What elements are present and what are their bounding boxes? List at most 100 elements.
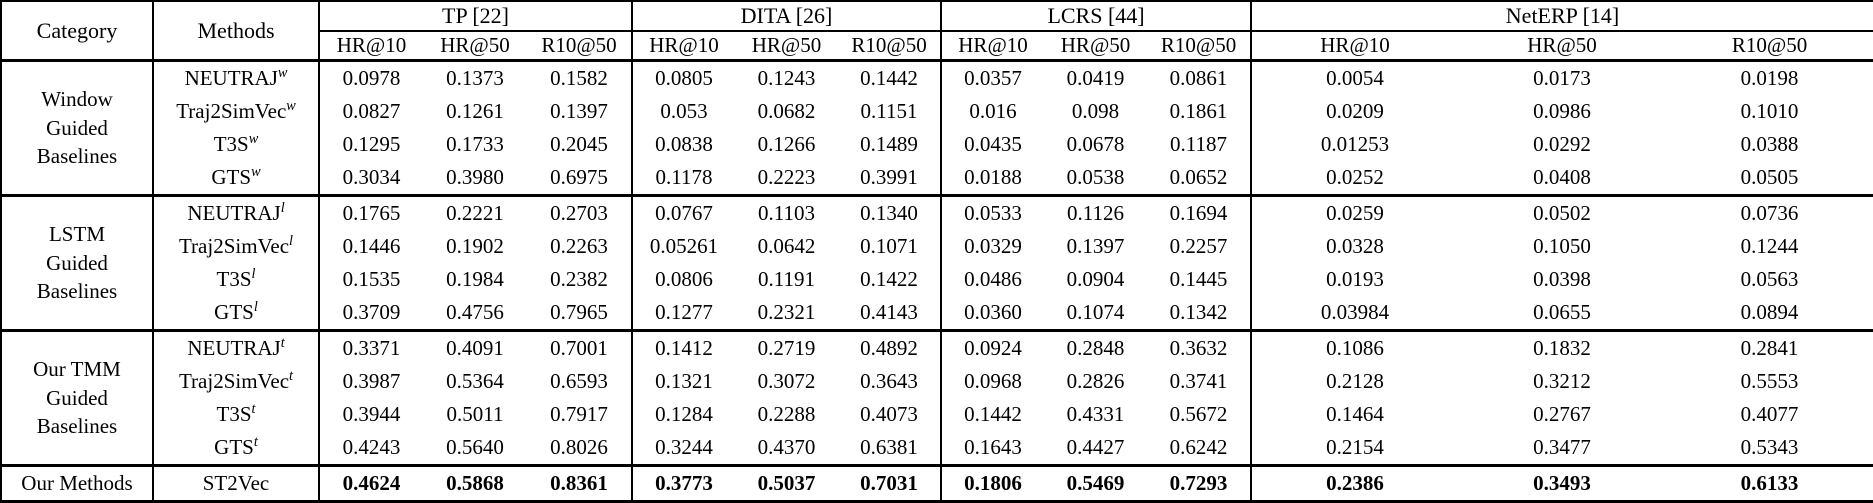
table-row: GTSw 0.3034 0.3980 0.6975 0.1178 0.2223 0.3991… [1, 161, 1873, 196]
table-row: GTSt 0.4243 0.5640 0.8026 0.3244 0.4370 0.6381… [1, 431, 1873, 466]
table-row: T3Sl 0.1535 0.1984 0.2382 0.0806 0.1191 0.1422… [1, 263, 1873, 296]
metric-value: 0.3632 [1147, 329, 1252, 365]
category-cell: LSTM Guided Baselines [1, 194, 153, 331]
metric-value: 0.1984 [446, 267, 504, 291]
table-row: Our Methods ST2Vec 0.4624 0.5868 0.8361 0.377… [1, 464, 1873, 502]
method-superscript: t [289, 368, 294, 384]
metric-value: 0.0978 [318, 59, 423, 95]
metric-value: 0.1010 [1740, 99, 1799, 123]
metric-value: 0.0736 [1666, 194, 1873, 230]
method-name: Traj2SimVecw [152, 95, 319, 128]
metric-value: 0.3987 [318, 365, 423, 398]
metric-value: 0.6975 [550, 165, 608, 189]
table-row: T3St 0.3944 0.5011 0.7917 0.1284 0.2288 0.4073… [1, 398, 1873, 431]
metric-value: 0.2826 [1066, 369, 1125, 393]
method-superscript: w [248, 131, 259, 147]
metric-value: 0.05261 [631, 230, 736, 263]
metric-value: 0.1489 [860, 132, 918, 156]
metric-value: 0.3741 [1169, 369, 1228, 393]
metric-value: 0.053 [631, 95, 736, 128]
metric-header: HR@50 [751, 33, 822, 57]
dataset-group-header: NetERP [14] [1250, 1, 1873, 32]
metric-value: 0.0388 [1740, 132, 1799, 156]
metric-value: 0.0292 [1533, 132, 1591, 156]
category-cell: Window Guided Baselines [1, 59, 153, 196]
metric-value: 0.0329 [940, 230, 1045, 263]
metric-value: 0.2703 [527, 194, 633, 230]
metric-value: 0.3244 [631, 431, 736, 466]
method-name: NEUTRAJl [152, 194, 319, 230]
metric-header: R10@50 [1731, 33, 1808, 57]
metric-value: 0.01253 [1250, 128, 1459, 161]
metric-value: 0.3773 [631, 464, 736, 502]
method-superscript: w [277, 65, 288, 81]
metric-value: 0.0652 [1169, 165, 1228, 189]
metric-value: 0.4427 [1066, 435, 1125, 459]
metric-value: 0.4077 [1740, 402, 1799, 426]
metric-value: 0.4370 [757, 435, 816, 459]
category-cell: Our TMM Guided Baselines [1, 329, 153, 466]
metric-value: 0.3034 [318, 161, 423, 196]
metric-value: 0.0419 [1044, 59, 1148, 95]
metric-value: 0.1765 [318, 194, 423, 230]
metric-value: 0.0678 [1066, 132, 1125, 156]
table-row: Window Guided Baselines NEUTRAJw 0.0978 0.137… [1, 59, 1873, 196]
metric-value: 0.1861 [1169, 99, 1228, 123]
metric-header: HR@10 [1250, 31, 1459, 61]
metric-value: 0.3212 [1533, 369, 1591, 393]
metric-value: 0.4073 [860, 402, 918, 426]
metric-value: 0.1464 [1250, 398, 1459, 431]
metric-value: 0.0827 [318, 95, 423, 128]
metric-value: 0.6133 [1666, 464, 1873, 502]
metric-value: 0.2223 [757, 165, 816, 189]
metric-value: 0.016 [940, 95, 1045, 128]
metric-value: 0.3980 [446, 165, 504, 189]
methods-column-header: Methods [152, 1, 319, 61]
metric-value: 0.8361 [527, 464, 633, 502]
metric-value: 0.1284 [631, 398, 736, 431]
method-superscript: w [251, 164, 261, 180]
metric-value: 0.1050 [1533, 234, 1591, 258]
metric-value: 0.1694 [1147, 194, 1252, 230]
method-name: NEUTRAJt [152, 329, 319, 365]
metric-value: 0.0861 [1147, 59, 1252, 95]
metric-value: 0.1422 [860, 267, 918, 291]
metric-value: 0.5868 [423, 464, 527, 502]
metric-value: 0.1373 [423, 59, 527, 95]
metric-value: 0.7965 [550, 300, 608, 324]
metric-value: 0.1342 [1169, 300, 1228, 324]
metric-value: 0.0054 [1250, 59, 1459, 95]
metric-value: 0.1442 [940, 398, 1045, 431]
metric-value: 0.5364 [446, 369, 504, 393]
table-body: Window Guided Baselines NEUTRAJw 0.0978 0.137… [1, 59, 1873, 502]
metric-value: 0.0198 [1666, 59, 1873, 95]
metric-value: 0.5553 [1740, 369, 1799, 393]
metric-value: 0.1261 [446, 99, 504, 123]
category-cell: Our Methods [1, 464, 153, 502]
metric-value: 0.0538 [1066, 165, 1125, 189]
metric-value: 0.0408 [1533, 165, 1591, 189]
metric-value: 0.1178 [631, 161, 736, 196]
metric-value: 0.7031 [838, 464, 942, 502]
metric-value: 0.7001 [527, 329, 633, 365]
table-row: Traj2SimVecw 0.0827 0.1261 0.1397 0.053 0.068… [1, 95, 1873, 128]
metric-value: 0.1535 [318, 263, 423, 296]
table-header: Category Methods TP [22] DITA [26] LCRS [4… [1, 1, 1873, 61]
metric-value: 0.4091 [423, 329, 527, 365]
table-row: LSTM Guided Baselines NEUTRAJl 0.1765 0.2221 0… [1, 194, 1873, 331]
metric-value: 0.0357 [940, 59, 1045, 95]
table-row: Our TMM Guided Baselines NEUTRAJt 0.3371 0.40… [1, 329, 1873, 466]
metric-header: R10@50 [541, 33, 617, 57]
metric-value: 0.6593 [550, 369, 608, 393]
metric-value: 0.1266 [757, 132, 816, 156]
method-superscript: t [253, 434, 258, 450]
metric-value: 0.1446 [318, 230, 423, 263]
method-superscript: t [280, 335, 285, 351]
metric-header: HR@10 [318, 31, 423, 61]
metric-value: 0.6381 [860, 435, 918, 459]
method-superscript: t [251, 401, 256, 417]
metric-value: 0.0505 [1740, 165, 1799, 189]
metric-value: 0.0173 [1458, 59, 1667, 95]
metric-header: R10@50 [851, 33, 927, 57]
